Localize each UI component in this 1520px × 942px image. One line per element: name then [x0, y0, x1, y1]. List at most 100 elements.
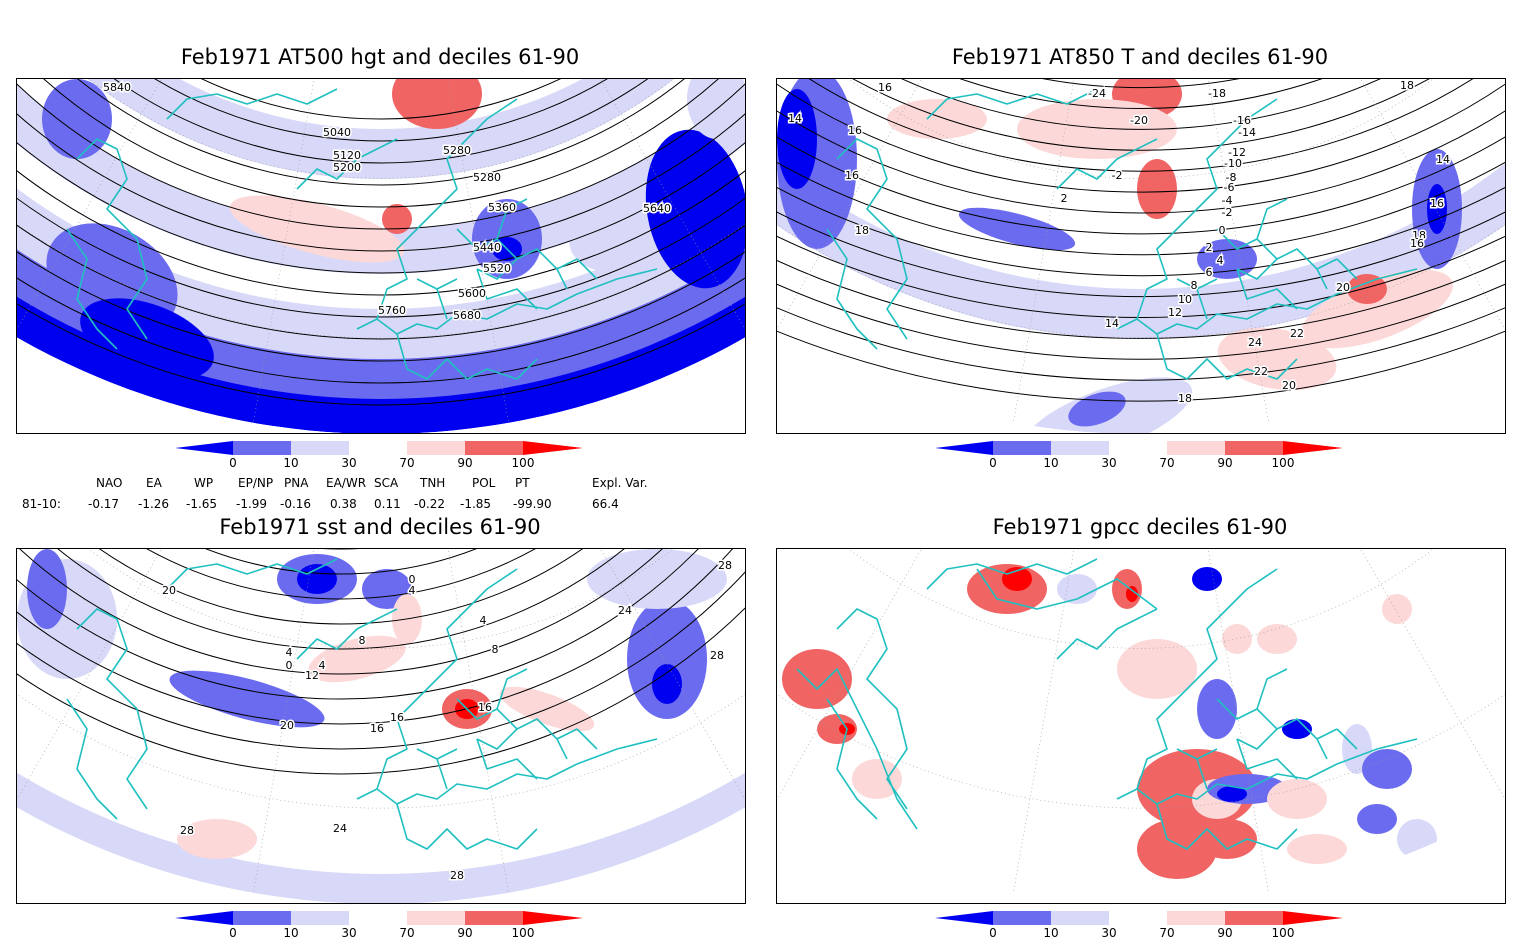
colorbar-tick-label: 70 — [399, 926, 415, 940]
colorbar-tick-label: 0 — [989, 926, 997, 940]
contour-label: 5200 — [333, 161, 361, 174]
colorbar-swatch — [993, 441, 1051, 455]
decile-patch — [1267, 779, 1327, 819]
contour-line — [777, 79, 1505, 172]
contour-label: 8 — [359, 634, 366, 647]
colorbar-swatch — [175, 911, 233, 925]
contour-label: 14 — [788, 112, 802, 125]
hemisphere: 1614161618-18-16-14-12-10-8-6-4-20246810… — [777, 79, 1505, 433]
contour-label: 8 — [1191, 279, 1198, 292]
graticule-line — [380, 549, 509, 893]
coastline — [416, 198, 598, 320]
contour-label: 18 — [855, 224, 869, 237]
contour-label: 2 — [1206, 241, 1213, 254]
colorbar-swatch — [523, 911, 583, 925]
decile-patch — [1112, 569, 1142, 609]
index-header: PT — [515, 476, 530, 490]
colorbar-swatch — [465, 441, 523, 455]
colorbar-swatch — [1283, 441, 1343, 455]
decile-patch — [1282, 719, 1312, 739]
coastline — [1176, 198, 1358, 320]
index-value: -0.22 — [414, 497, 446, 511]
decile-patch — [1257, 624, 1297, 654]
contour-label: 20 — [162, 584, 176, 597]
contour-line — [17, 79, 745, 362]
colorbar-hgt: 0 10 30 70 90 100 — [175, 440, 585, 472]
colorbar-tick-label: 30 — [1101, 926, 1117, 940]
graticule-line — [380, 79, 745, 336]
colorbar-swatch — [233, 441, 291, 455]
contour-line — [777, 79, 1505, 89]
contour-label: 5600 — [458, 287, 486, 300]
contour-label: 22 — [1290, 327, 1304, 340]
index-value: -1.65 — [186, 497, 218, 511]
contour-line — [17, 79, 745, 340]
contour-label: -20 — [1130, 114, 1148, 127]
contour-label: 5680 — [453, 309, 481, 322]
index-header: Expl. Var. — [592, 476, 648, 490]
contour-line — [17, 79, 745, 384]
colorbar-swatches — [935, 911, 1343, 925]
decile-patch — [1222, 624, 1252, 654]
decile-patch — [1197, 679, 1237, 739]
contour-line — [777, 79, 1505, 277]
colorbar-swatch — [523, 441, 583, 455]
colorbar-swatches — [175, 441, 583, 455]
colorbar-swatch — [407, 911, 465, 925]
colorbar-sst: 0 10 30 70 90 100 — [175, 910, 585, 942]
contour-label: 5280 — [473, 171, 501, 184]
colorbar-swatch — [935, 441, 993, 455]
decile-patch — [1357, 804, 1397, 834]
contour-label: 0 — [1219, 224, 1226, 237]
contour-label: -18 — [1208, 87, 1226, 100]
graticule-line — [777, 79, 1505, 179]
colorbar-tick-label: 90 — [457, 926, 473, 940]
colorbar-tick-label: 0 — [229, 456, 237, 470]
contour-label: 5440 — [473, 241, 501, 254]
contour-line — [777, 79, 1505, 109]
index-value: -0.16 — [280, 497, 312, 511]
colorbar-swatch — [1225, 441, 1283, 455]
contour-line — [777, 79, 1505, 298]
colorbar-swatches — [935, 441, 1343, 455]
contour-line — [17, 549, 745, 675]
decile-patch — [1287, 834, 1347, 864]
contour-line — [17, 79, 745, 252]
colorbar-tick-label: 70 — [1159, 926, 1175, 940]
contour-line — [17, 549, 745, 775]
colorbar-tick-label: 100 — [1271, 456, 1295, 470]
contour-label: -2 — [1222, 206, 1233, 219]
contour-label: 2 — [1061, 192, 1068, 205]
contour-line — [777, 79, 1505, 193]
panel-title-hgt: Feb1971 AT500 hgt and deciles 61-90 — [180, 45, 580, 69]
decile-patch — [1217, 786, 1247, 802]
coastline — [416, 668, 598, 790]
contour-label: 6 — [1206, 266, 1213, 279]
contour-label: 20 — [280, 719, 294, 732]
colorbar-tick-label: 90 — [1217, 456, 1233, 470]
contour-label: 5640 — [643, 202, 671, 215]
contour-label: 16 — [878, 81, 892, 94]
hemisphere — [777, 549, 1505, 903]
index-header: EA/WR — [326, 476, 367, 490]
contour-label: 4 — [409, 584, 416, 597]
decile-patch — [1137, 819, 1217, 879]
graticule-line — [1013, 79, 1142, 423]
map-t850: 1614161618-18-16-14-12-10-8-6-4-20246810… — [777, 79, 1505, 433]
coastline — [826, 88, 1418, 380]
contour-line — [777, 79, 1505, 214]
graticule-line — [1140, 79, 1269, 423]
contour-label: 22 — [1254, 365, 1268, 378]
decile-patch — [887, 99, 987, 139]
graticule-line — [1140, 549, 1505, 806]
index-value: -1.85 — [460, 497, 492, 511]
contour-label: -4 — [1222, 194, 1233, 207]
colorbar-swatch — [1109, 441, 1167, 455]
index-header: WP — [194, 476, 214, 490]
decile-patch — [1117, 639, 1197, 699]
decile-patch — [687, 79, 745, 139]
contour-label: -6 — [1224, 181, 1235, 194]
index-value: 0.11 — [374, 497, 401, 511]
contour-label: 24 — [333, 822, 347, 835]
